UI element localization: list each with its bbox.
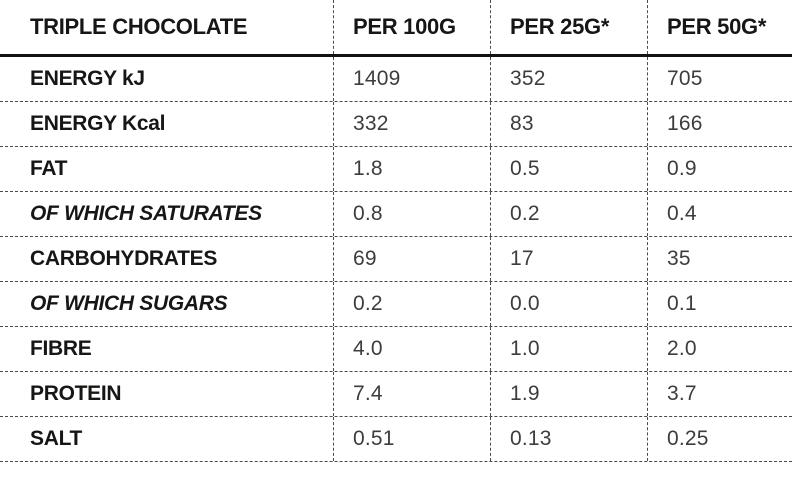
row-label-cell: ENERGY Kcal xyxy=(0,102,333,146)
column-header-label: PER 100G xyxy=(353,14,456,39)
value-text: 0.2 xyxy=(510,202,540,225)
row-label-cell: CARBOHYDRATES xyxy=(0,237,333,281)
value-text: 0.25 xyxy=(667,427,709,450)
column-header-label: PER 25G* xyxy=(510,14,610,39)
row-value-per-50g: 0.9 xyxy=(647,147,792,191)
value-text: 0.5 xyxy=(510,157,540,180)
row-value-per-25g: 1.9 xyxy=(490,372,647,416)
row-value-per-100g: 1.8 xyxy=(333,147,490,191)
value-text: 0.0 xyxy=(510,292,540,315)
row-label: SALT xyxy=(30,427,83,450)
table-title: TRIPLE CHOCOLATE xyxy=(30,14,248,39)
table-body: ENERGY kJ 1409 352 705 ENERGY Kcal 332 8… xyxy=(0,57,792,462)
column-header-per-25g: PER 25G* xyxy=(490,0,647,54)
row-value-per-25g: 17 xyxy=(490,237,647,281)
value-text: 7.4 xyxy=(353,382,383,405)
table-row: FIBRE 4.0 1.0 2.0 xyxy=(0,327,792,372)
table-title-cell: TRIPLE CHOCOLATE xyxy=(0,0,333,54)
row-value-per-50g: 0.25 xyxy=(647,417,792,461)
value-text: 1.9 xyxy=(510,382,540,405)
value-text: 0.1 xyxy=(667,292,697,315)
value-text: 4.0 xyxy=(353,337,383,360)
value-text: 0.4 xyxy=(667,202,697,225)
value-text: 3.7 xyxy=(667,382,697,405)
column-header-per-50g: PER 50G* xyxy=(647,0,792,54)
value-text: 332 xyxy=(353,112,389,135)
row-label-cell: FIBRE xyxy=(0,327,333,371)
column-header-label: PER 50G* xyxy=(667,14,767,39)
row-value-per-100g: 0.8 xyxy=(333,192,490,236)
row-label-cell: FAT xyxy=(0,147,333,191)
value-text: 1409 xyxy=(353,67,401,90)
value-text: 1.8 xyxy=(353,157,383,180)
row-value-per-50g: 3.7 xyxy=(647,372,792,416)
row-value-per-25g: 83 xyxy=(490,102,647,146)
table-row: SALT 0.51 0.13 0.25 xyxy=(0,417,792,462)
row-value-per-25g: 352 xyxy=(490,57,647,101)
row-label: PROTEIN xyxy=(30,382,122,405)
value-text: 705 xyxy=(667,67,703,90)
row-label: CARBOHYDRATES xyxy=(30,247,218,270)
row-label: FIBRE xyxy=(30,337,92,360)
value-text: 83 xyxy=(510,112,534,135)
row-value-per-50g: 2.0 xyxy=(647,327,792,371)
row-label-cell: ENERGY kJ xyxy=(0,57,333,101)
value-text: 35 xyxy=(667,247,691,270)
row-value-per-50g: 0.1 xyxy=(647,282,792,326)
row-value-per-100g: 0.2 xyxy=(333,282,490,326)
row-label: ENERGY kJ xyxy=(30,67,145,90)
row-label-cell: PROTEIN xyxy=(0,372,333,416)
value-text: 0.9 xyxy=(667,157,697,180)
row-label: OF WHICH SATURATES xyxy=(30,202,262,225)
value-text: 2.0 xyxy=(667,337,697,360)
row-value-per-100g: 7.4 xyxy=(333,372,490,416)
row-label: FAT xyxy=(30,157,68,180)
table-header-row: TRIPLE CHOCOLATE PER 100G PER 25G* PER 5… xyxy=(0,0,792,57)
table-row: OF WHICH SATURATES 0.8 0.2 0.4 xyxy=(0,192,792,237)
row-label-cell: OF WHICH SUGARS xyxy=(0,282,333,326)
value-text: 0.13 xyxy=(510,427,552,450)
row-label: OF WHICH SUGARS xyxy=(30,292,228,315)
value-text: 352 xyxy=(510,67,546,90)
row-label-cell: OF WHICH SATURATES xyxy=(0,192,333,236)
row-value-per-25g: 0.13 xyxy=(490,417,647,461)
table-row: FAT 1.8 0.5 0.9 xyxy=(0,147,792,192)
row-value-per-50g: 35 xyxy=(647,237,792,281)
row-label-cell: SALT xyxy=(0,417,333,461)
value-text: 0.51 xyxy=(353,427,395,450)
value-text: 17 xyxy=(510,247,534,270)
row-value-per-100g: 4.0 xyxy=(333,327,490,371)
table-row: CARBOHYDRATES 69 17 35 xyxy=(0,237,792,282)
table-row: OF WHICH SUGARS 0.2 0.0 0.1 xyxy=(0,282,792,327)
row-value-per-25g: 0.5 xyxy=(490,147,647,191)
row-label: ENERGY Kcal xyxy=(30,112,166,135)
column-header-per-100g: PER 100G xyxy=(333,0,490,54)
row-value-per-25g: 0.0 xyxy=(490,282,647,326)
value-text: 0.8 xyxy=(353,202,383,225)
row-value-per-100g: 332 xyxy=(333,102,490,146)
row-value-per-100g: 1409 xyxy=(333,57,490,101)
row-value-per-50g: 705 xyxy=(647,57,792,101)
table-row: PROTEIN 7.4 1.9 3.7 xyxy=(0,372,792,417)
table-row: ENERGY kJ 1409 352 705 xyxy=(0,57,792,102)
value-text: 1.0 xyxy=(510,337,540,360)
value-text: 166 xyxy=(667,112,703,135)
row-value-per-50g: 166 xyxy=(647,102,792,146)
row-value-per-25g: 1.0 xyxy=(490,327,647,371)
row-value-per-50g: 0.4 xyxy=(647,192,792,236)
table-row: ENERGY Kcal 332 83 166 xyxy=(0,102,792,147)
row-value-per-100g: 0.51 xyxy=(333,417,490,461)
row-value-per-100g: 69 xyxy=(333,237,490,281)
row-value-per-25g: 0.2 xyxy=(490,192,647,236)
value-text: 0.2 xyxy=(353,292,383,315)
value-text: 69 xyxy=(353,247,377,270)
